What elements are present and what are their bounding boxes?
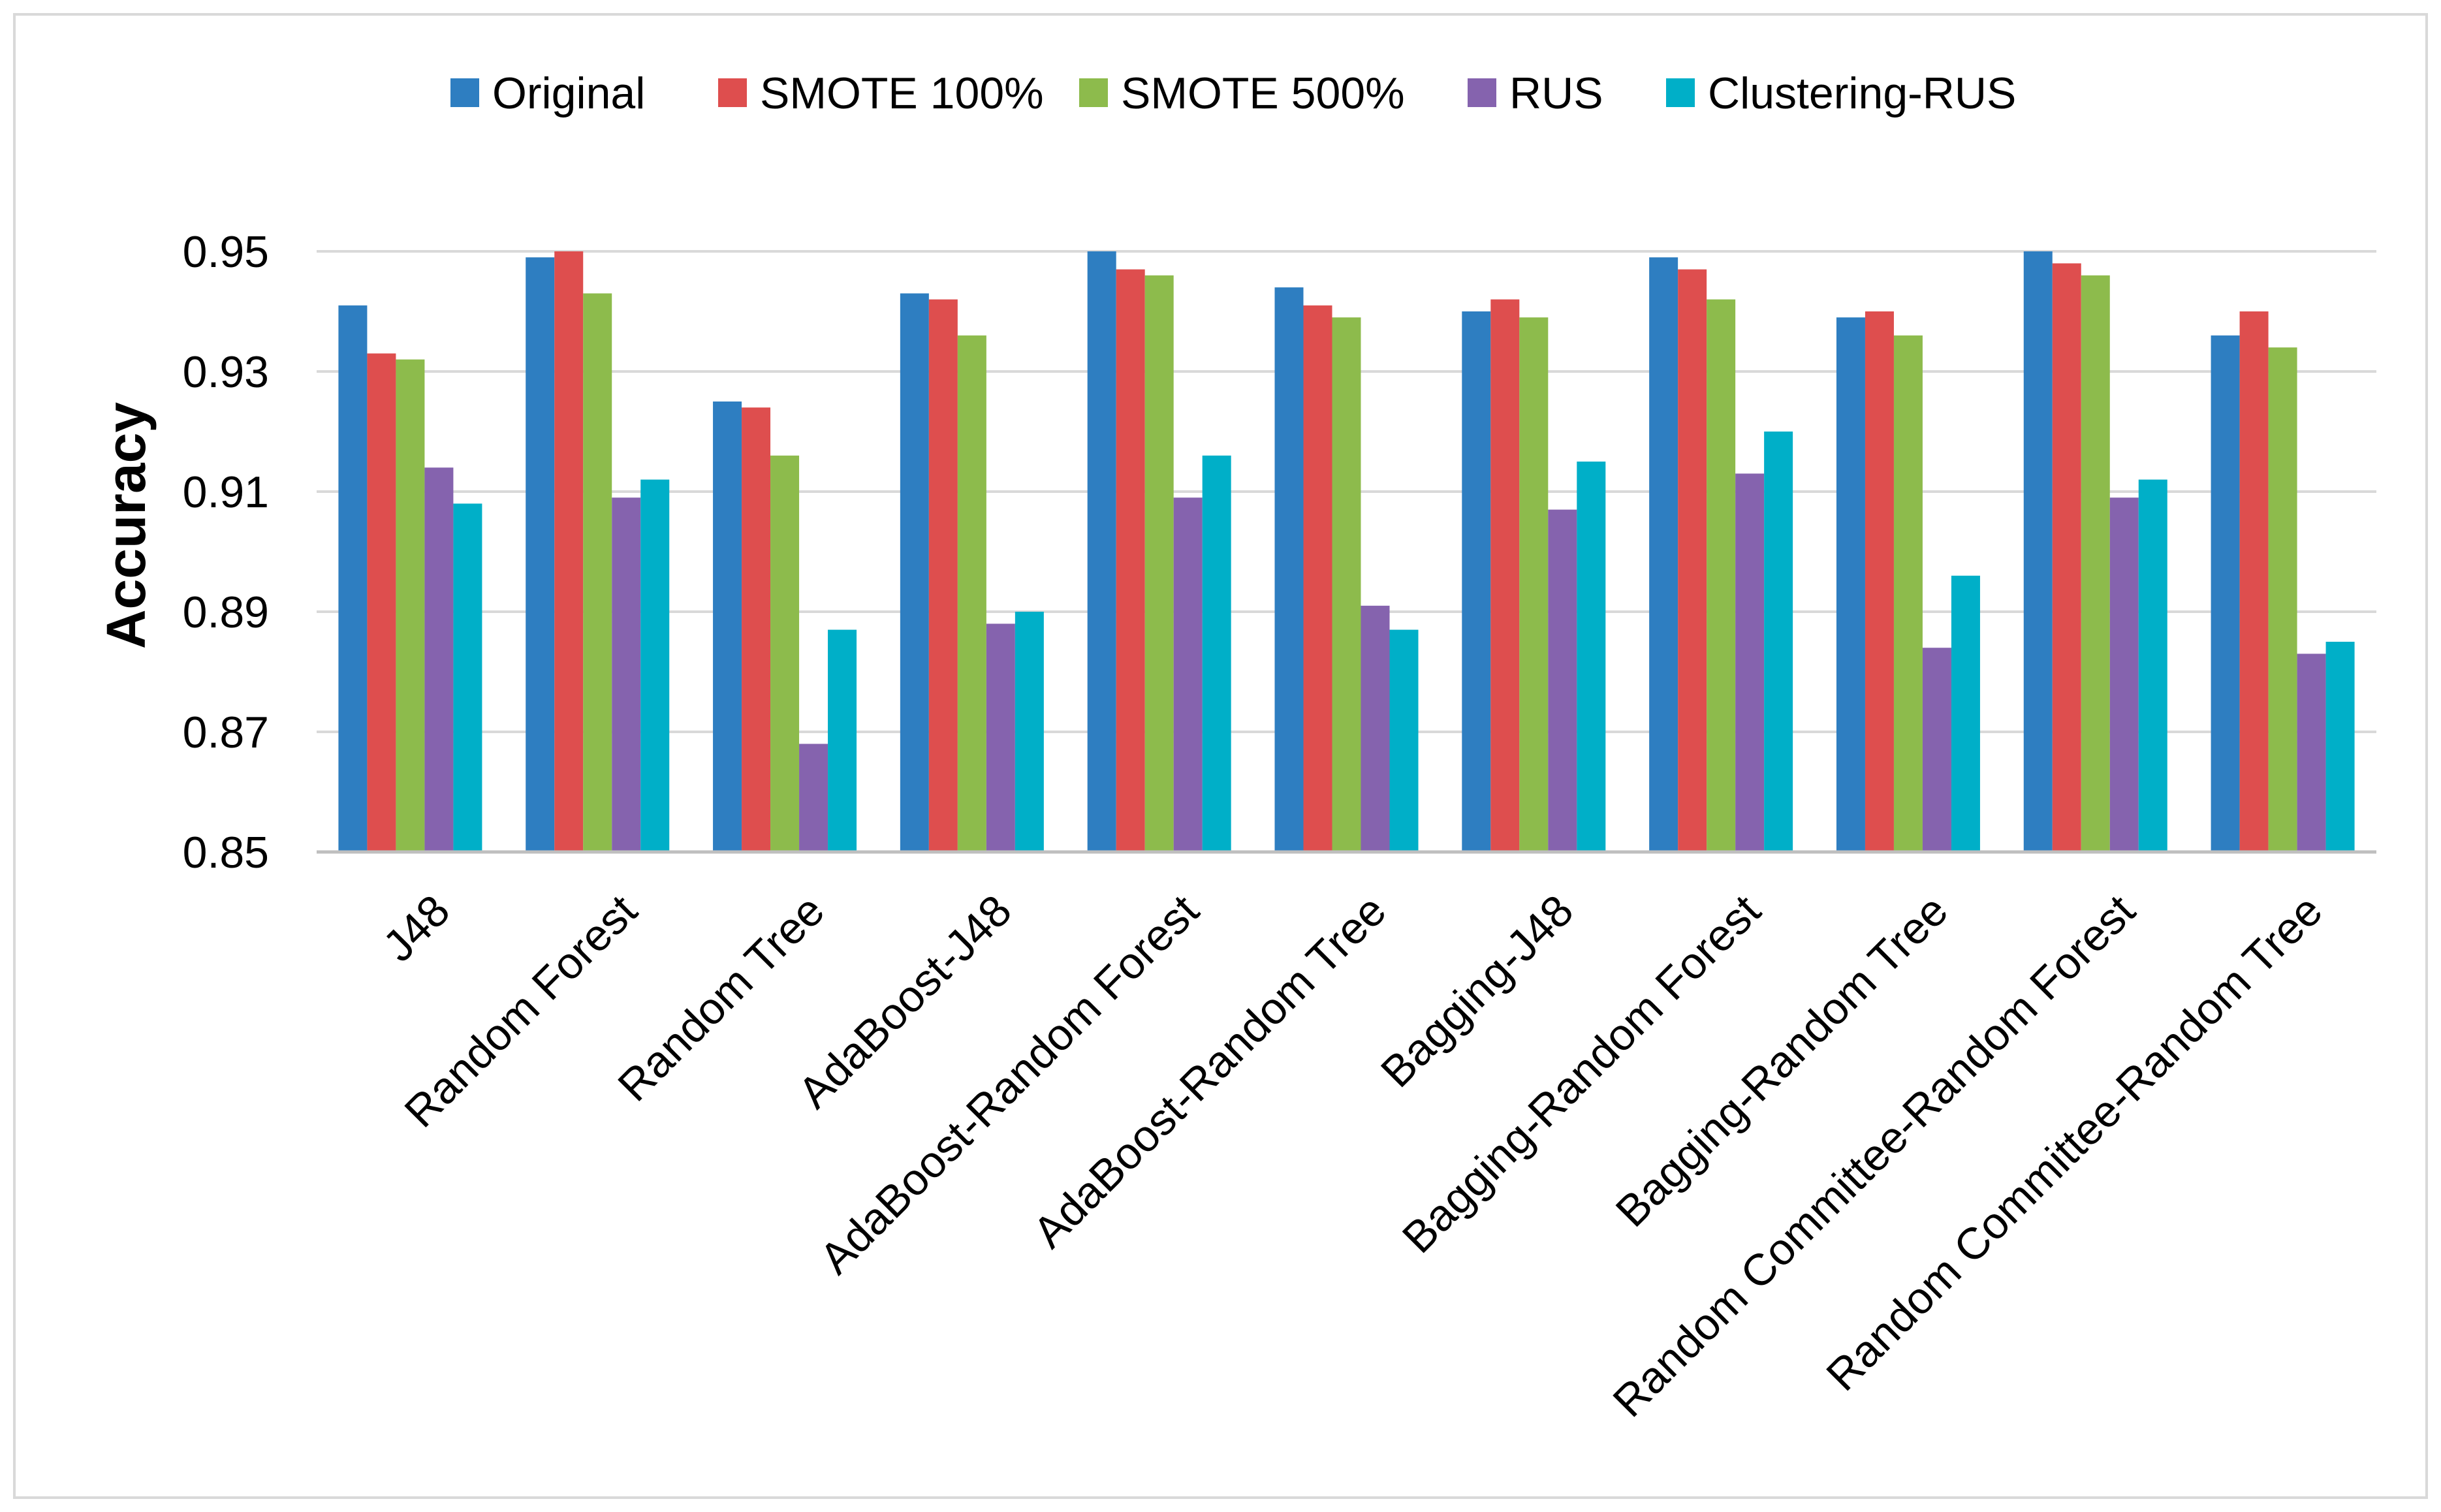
bar-clustering-rus-2 [640,479,670,852]
bar-smote-100--1 [367,353,396,852]
y-tick-label: 0.89 [183,588,269,637]
bars [338,251,2355,853]
bar-smote-100--2 [554,251,584,852]
bar-rus-3 [799,744,828,852]
bar-clustering-rus-11 [2325,642,2355,852]
y-tick-label: 0.91 [183,467,269,517]
bar-smote-100--8 [1678,269,1707,853]
legend-swatch [718,78,747,107]
bar-clustering-rus-9 [1951,575,1980,852]
bar-clustering-rus-3 [828,629,857,852]
bar-clustering-rus-10 [2138,479,2167,852]
bar-rus-7 [1548,509,1577,852]
bar-smote-100--10 [2052,263,2081,852]
bar-smote-500--8 [1707,299,1736,853]
bar-rus-9 [1922,648,1951,852]
bar-clustering-rus-6 [1389,629,1419,852]
bar-original-11 [2211,335,2240,852]
bar-smote-500--6 [1332,317,1361,852]
legend-swatch [1666,78,1695,107]
legend: Original SMOTE 100% SMOTE 500% RUS Clusterin… [450,69,2016,118]
bar-rus-4 [986,623,1015,852]
legend-swatch [1468,78,1496,107]
bar-clustering-rus-4 [1015,612,1044,852]
legend-label: SMOTE 100% [760,69,1044,118]
bar-original-1 [338,305,368,852]
y-tick-label: 0.87 [183,708,269,757]
bar-rus-10 [2109,497,2139,852]
bar-smote-100--7 [1490,299,1520,853]
bar-original-7 [1462,311,1491,852]
bar-clustering-rus-5 [1202,455,1231,852]
bar-smote-500--9 [1893,335,1923,852]
bar-smote-100--5 [1116,269,1145,853]
bar-smote-100--3 [742,407,771,852]
bar-clustering-rus-8 [1764,432,1793,852]
bar-original-8 [1649,257,1678,852]
bar-rus-6 [1361,605,1390,852]
bar-rus-8 [1735,473,1765,852]
bar-rus-5 [1173,497,1203,852]
bar-smote-500--7 [1519,317,1549,852]
bar-clustering-rus-7 [1577,462,1606,852]
legend-swatch [1079,78,1108,107]
legend-label: Clustering-RUS [1708,69,2016,118]
bar-original-9 [1836,317,1865,852]
bar-original-10 [2023,251,2053,852]
bar-smote-100--4 [928,299,958,853]
bar-smote-500--2 [583,293,612,852]
legend-label: SMOTE 500% [1121,69,1405,118]
bar-clustering-rus-1 [453,503,482,852]
bar-original-6 [1274,287,1304,852]
bar-smote-500--11 [2268,347,2297,852]
bar-rus-11 [2297,654,2326,852]
y-axis-label: Accuracy [95,402,157,650]
bar-original-3 [713,402,742,852]
y-tick-label: 0.95 [183,227,269,277]
bar-original-4 [900,293,929,852]
bar-smote-500--10 [2081,275,2110,852]
bar-rus-2 [612,497,641,852]
bar-smote-100--9 [1865,311,1894,852]
legend-label: RUS [1509,69,1603,118]
legend-swatch [450,78,479,107]
bar-smote-500--3 [770,455,800,852]
bar-original-5 [1087,251,1116,852]
bar-smote-500--4 [957,335,986,852]
legend-label: Original [492,69,645,118]
bar-smote-500--1 [396,359,425,852]
bar-smote-500--5 [1144,275,1174,852]
bar-smote-100--6 [1303,305,1332,852]
y-tick-label: 0.85 [183,828,269,877]
bar-smote-100--11 [2239,311,2269,852]
bar-original-2 [526,257,555,852]
bar-rus-1 [424,467,454,852]
y-tick-label: 0.93 [183,347,269,397]
